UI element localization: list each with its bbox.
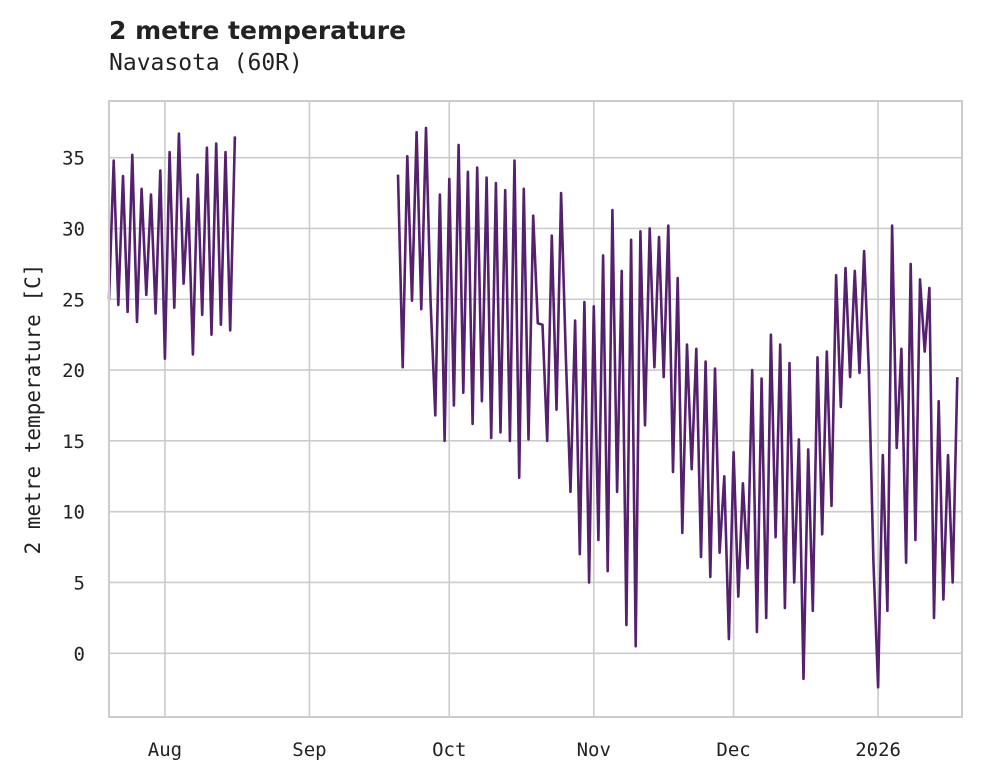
chart-title: 2 metre temperature [109, 16, 407, 45]
chart-subtitle: Navasota (60R) [109, 50, 303, 76]
y-tick-label: 20 [62, 360, 85, 382]
x-tick-label: Nov [577, 739, 611, 761]
y-tick-label: 5 [74, 572, 85, 594]
x-tick-labels: Aug Sep Oct Nov Dec 2026 [148, 739, 901, 761]
x-tick-label: Aug [148, 739, 182, 761]
y-tick-label: 10 [62, 502, 85, 524]
series-layer [107, 126, 959, 689]
y-axis-label: 2 metre temperature [C] [21, 264, 45, 555]
x-tick-label: Dec [716, 739, 750, 761]
series-line [107, 126, 959, 689]
y-tick-label: 15 [62, 431, 85, 453]
y-tick-label: 35 [62, 148, 85, 170]
plot-frame [108, 100, 963, 718]
x-tick-label: Oct [432, 739, 466, 761]
grid-lines [109, 101, 962, 717]
y-tick-labels: 0 5 10 15 20 25 30 35 [62, 148, 85, 666]
y-tick-label: 30 [62, 218, 85, 240]
y-tick-label: 25 [62, 289, 85, 311]
x-tick-label: Sep [292, 739, 326, 761]
y-tick-label: 0 [74, 643, 85, 665]
x-tick-label: 2026 [855, 739, 901, 761]
